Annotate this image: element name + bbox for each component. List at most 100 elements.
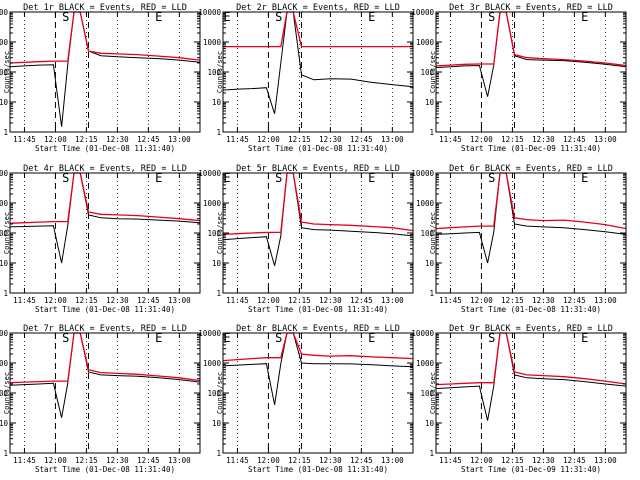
- interval-marker: E: [223, 171, 230, 185]
- interval-marker: E: [581, 10, 588, 24]
- x-tick-label: 12:15: [288, 296, 311, 305]
- panel-title: Det 4r BLACK = Events, RED = LLD: [23, 164, 187, 174]
- events-series-line: [435, 172, 627, 264]
- y-tick-label: 100: [420, 68, 434, 77]
- x-tick-label: 11:45: [226, 296, 249, 305]
- y-tick-label: 10: [0, 259, 8, 268]
- panel-title: Det 9r BLACK = Events, RED = LLD: [449, 324, 613, 334]
- plot-frame: [435, 332, 627, 454]
- y-tick-label: 1: [3, 449, 8, 458]
- lld-series-line: [222, 332, 414, 362]
- y-axis-label: Counts/sec: [429, 51, 437, 93]
- x-tick-label: 12:45: [350, 456, 373, 465]
- x-tick-label: 12:30: [532, 135, 555, 144]
- y-tick-label: 1: [429, 449, 434, 458]
- y-tick-label: 1000: [0, 38, 8, 47]
- y-tick-label: 10: [212, 419, 222, 428]
- events-series-line: [9, 332, 201, 418]
- x-tick-label: 12:45: [563, 456, 586, 465]
- y-tick-label: 1: [216, 128, 221, 137]
- y-tick-label: 10000: [0, 169, 8, 178]
- lld-series-line: [435, 11, 627, 67]
- interval-marker: S: [488, 331, 495, 345]
- x-tick-label: 11:45: [439, 456, 462, 465]
- x-axis-label: Start Time (01-Dec-08 11:31:40): [248, 144, 388, 153]
- x-tick-label: 13:00: [168, 135, 191, 144]
- y-axis-label: Counts/sec: [429, 212, 437, 254]
- x-tick-label: 12:45: [137, 456, 160, 465]
- x-tick-label: 13:00: [381, 296, 404, 305]
- x-tick-label: 12:15: [75, 456, 98, 465]
- x-tick-label: 11:45: [439, 135, 462, 144]
- y-tick-label: 1: [216, 289, 221, 298]
- y-tick-label: 1: [216, 449, 221, 458]
- x-tick-label: 11:45: [13, 456, 36, 465]
- lld-series-line: [222, 172, 414, 236]
- x-tick-label: 11:45: [226, 135, 249, 144]
- x-tick-label: 12:30: [532, 296, 555, 305]
- x-tick-label: 12:15: [75, 135, 98, 144]
- y-tick-label: 100: [420, 229, 434, 238]
- interval-marker: S: [275, 171, 282, 185]
- y-tick-label: 10: [0, 419, 8, 428]
- y-tick-label: 100: [207, 389, 221, 398]
- x-tick-label: 12:30: [106, 456, 129, 465]
- y-tick-label: 100: [0, 389, 8, 398]
- interval-marker: S: [62, 10, 69, 24]
- x-tick-label: 13:00: [168, 456, 191, 465]
- x-tick-label: 11:45: [13, 296, 36, 305]
- x-axis-label: Start Time (01-Dec-09 11:31:40): [461, 144, 601, 153]
- lld-series-line: [435, 172, 627, 230]
- plot-frame: [222, 332, 414, 454]
- y-tick-label: 10: [425, 98, 435, 107]
- x-axis-label: Start Time (01-Dec-09 11:31:40): [461, 465, 601, 474]
- events-series-line: [9, 11, 201, 127]
- x-tick-label: 12:00: [44, 296, 67, 305]
- y-axis-label: Counts/sec: [3, 212, 11, 254]
- interval-marker: E: [368, 10, 375, 24]
- x-tick-label: 12:45: [137, 296, 160, 305]
- lld-series-line: [9, 11, 201, 64]
- x-axis-label: Start Time (01-Dec-08 11:31:40): [35, 305, 175, 314]
- x-tick-label: 12:30: [106, 296, 129, 305]
- x-tick-label: 13:00: [594, 456, 617, 465]
- events-series-line: [222, 11, 414, 115]
- y-tick-label: 10000: [0, 329, 8, 338]
- interval-marker: E: [368, 171, 375, 185]
- interval-marker: S: [275, 331, 282, 345]
- y-tick-label: 1000: [416, 199, 435, 208]
- panel-title: Det 5r BLACK = Events, RED = LLD: [236, 164, 400, 174]
- y-tick-label: 1: [429, 289, 434, 298]
- lld-series-line: [9, 172, 201, 224]
- x-axis-label: Start Time (01-Dec-08 11:31:40): [35, 465, 175, 474]
- y-axis-label: Counts/sec: [3, 51, 11, 93]
- x-tick-label: 12:00: [470, 296, 493, 305]
- panel-title: Det 2r BLACK = Events, RED = LLD: [236, 3, 400, 13]
- x-tick-label: 12:00: [44, 456, 67, 465]
- x-tick-label: 12:15: [501, 135, 524, 144]
- y-tick-label: 100: [207, 68, 221, 77]
- events-series-line: [435, 11, 627, 97]
- x-axis-label: Start Time (01-Dec-08 11:31:40): [35, 144, 175, 153]
- x-tick-label: 13:00: [381, 135, 404, 144]
- y-tick-label: 1: [429, 128, 434, 137]
- interval-marker: E: [581, 331, 588, 345]
- x-tick-label: 12:30: [319, 456, 342, 465]
- plot-frame: [435, 11, 627, 133]
- x-tick-label: 12:30: [532, 456, 555, 465]
- x-tick-label: 12:15: [288, 456, 311, 465]
- x-tick-label: 12:00: [470, 135, 493, 144]
- interval-marker: E: [155, 171, 162, 185]
- panel-title: Det 7r BLACK = Events, RED = LLD: [23, 324, 187, 334]
- y-axis-label: Counts/sec: [216, 212, 224, 254]
- x-tick-label: 12:15: [288, 135, 311, 144]
- y-tick-label: 100: [0, 68, 8, 77]
